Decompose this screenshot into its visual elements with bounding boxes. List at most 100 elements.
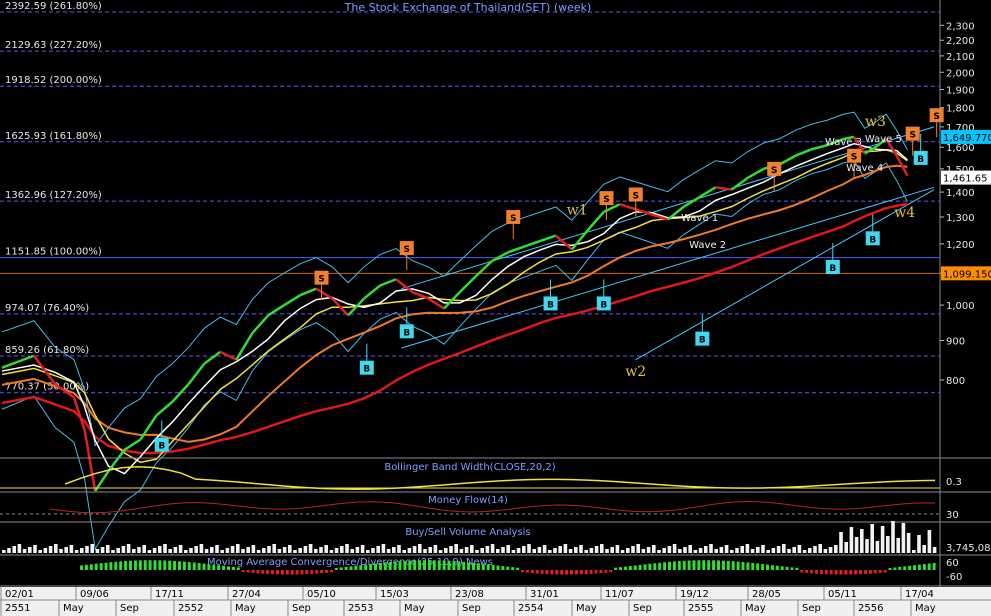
macd-bar — [383, 562, 387, 570]
panel-axis-label: 0.3 — [946, 477, 962, 488]
volume-bar — [397, 545, 401, 553]
macd-bar — [418, 560, 422, 570]
volume-bar — [267, 546, 271, 553]
macd-bar — [525, 570, 529, 573]
macd-bar — [844, 570, 848, 575]
volume-bar — [371, 548, 375, 553]
macd-bar — [780, 566, 784, 570]
macd-bar — [878, 570, 882, 573]
volume-bar — [54, 544, 58, 553]
macd-bar — [873, 570, 877, 574]
money-flow-line — [49, 501, 936, 514]
macd-bar — [437, 560, 441, 570]
volume-bar — [2, 550, 6, 553]
volume-bar — [834, 545, 838, 553]
macd-bar — [138, 560, 142, 570]
macd-bar — [231, 566, 235, 570]
volume-bar — [719, 547, 724, 553]
price-segment — [778, 154, 797, 166]
price-segment — [475, 260, 493, 278]
macd-bar — [163, 560, 167, 570]
volume-bar — [215, 545, 219, 553]
volume-bar — [542, 545, 547, 553]
macd-bar — [217, 565, 221, 570]
price-tick-label: 1,900 — [946, 85, 975, 96]
macd-bar — [648, 563, 652, 570]
macd-bar — [334, 567, 338, 570]
macd-bar — [378, 562, 382, 570]
macd-bar — [868, 570, 872, 574]
month-label: May — [915, 603, 936, 614]
macd-bar — [467, 562, 471, 570]
macd-bar — [633, 565, 637, 570]
macd-bar — [702, 560, 706, 570]
volume-bar — [168, 549, 172, 553]
macd-bar — [168, 560, 172, 570]
macd-bar — [932, 562, 936, 570]
sell-signal-letter: S — [404, 245, 410, 255]
macd-bar — [658, 562, 662, 570]
macd-bar — [604, 570, 608, 573]
volume-bar — [870, 524, 874, 553]
volume-bar — [714, 549, 718, 553]
volume-bar — [7, 548, 11, 553]
macd-bar — [736, 561, 740, 570]
volume-bar — [464, 547, 469, 553]
price-segment — [459, 275, 477, 293]
trend-channel-line — [401, 186, 935, 349]
macd-bar — [251, 570, 255, 573]
price-segment — [235, 332, 254, 361]
macd-bar — [310, 570, 314, 574]
panel-axis-label: -60 — [946, 572, 962, 583]
macd-bar — [682, 560, 686, 570]
panel-title: Buy/Sell Volume Analysis — [405, 527, 530, 538]
macd-bar — [707, 560, 711, 570]
macd-bar — [521, 570, 524, 573]
elliott-label: w4 — [894, 205, 915, 221]
buy-signal-letter: B — [829, 264, 836, 274]
volume-bar — [860, 529, 864, 553]
macd-bar — [550, 570, 554, 575]
volume-bar — [527, 544, 531, 553]
macd-bar — [349, 566, 353, 570]
macd-bar — [540, 570, 544, 574]
macd-bar — [94, 563, 98, 570]
volume-bar — [797, 545, 802, 553]
volume-bar — [553, 548, 557, 553]
macd-bar — [819, 570, 823, 574]
macd-bar — [628, 566, 632, 570]
volume-bar — [646, 547, 651, 553]
volume-bar — [485, 546, 490, 553]
price-value-label: 1,461.65 — [943, 174, 988, 185]
macd-bar — [800, 570, 804, 573]
panel-title: Moving Average Convergence/Divergence(25… — [207, 557, 493, 568]
sell-signal-letter: S — [933, 112, 939, 122]
volume-bar — [594, 546, 599, 553]
macd-bar — [423, 560, 426, 570]
macd-bar — [785, 566, 789, 570]
macd-bar — [574, 570, 578, 575]
macd-bar — [545, 570, 549, 575]
month-label: May — [745, 603, 766, 614]
date-axis: 02/01 09/06 17/11 27/04 05/10 15/03 23/08 31/01… — [0, 587, 991, 616]
macd-bar — [261, 570, 265, 574]
macd-bar — [560, 570, 564, 575]
macd-bar — [864, 570, 867, 574]
price-axis: 8009001,0001,1001,2001,3001,4001,5001,60… — [940, 21, 991, 387]
volume-bar — [33, 545, 37, 553]
volume-bar — [522, 546, 526, 553]
volume-bar — [917, 535, 921, 553]
date-label: 11/07 — [605, 589, 634, 600]
date-label: 28/05 — [752, 589, 781, 600]
volume-bar — [59, 549, 63, 553]
volume-bar — [38, 550, 42, 553]
volume-bar — [355, 547, 360, 553]
date-label: 02/01 — [5, 589, 34, 600]
date-label: 23/08 — [455, 589, 484, 600]
volume-bar — [927, 530, 932, 553]
volume-bar — [158, 546, 162, 553]
wave-label: Wave 2 — [689, 240, 726, 251]
macd-bar — [266, 570, 270, 574]
volume-bar — [501, 547, 505, 553]
